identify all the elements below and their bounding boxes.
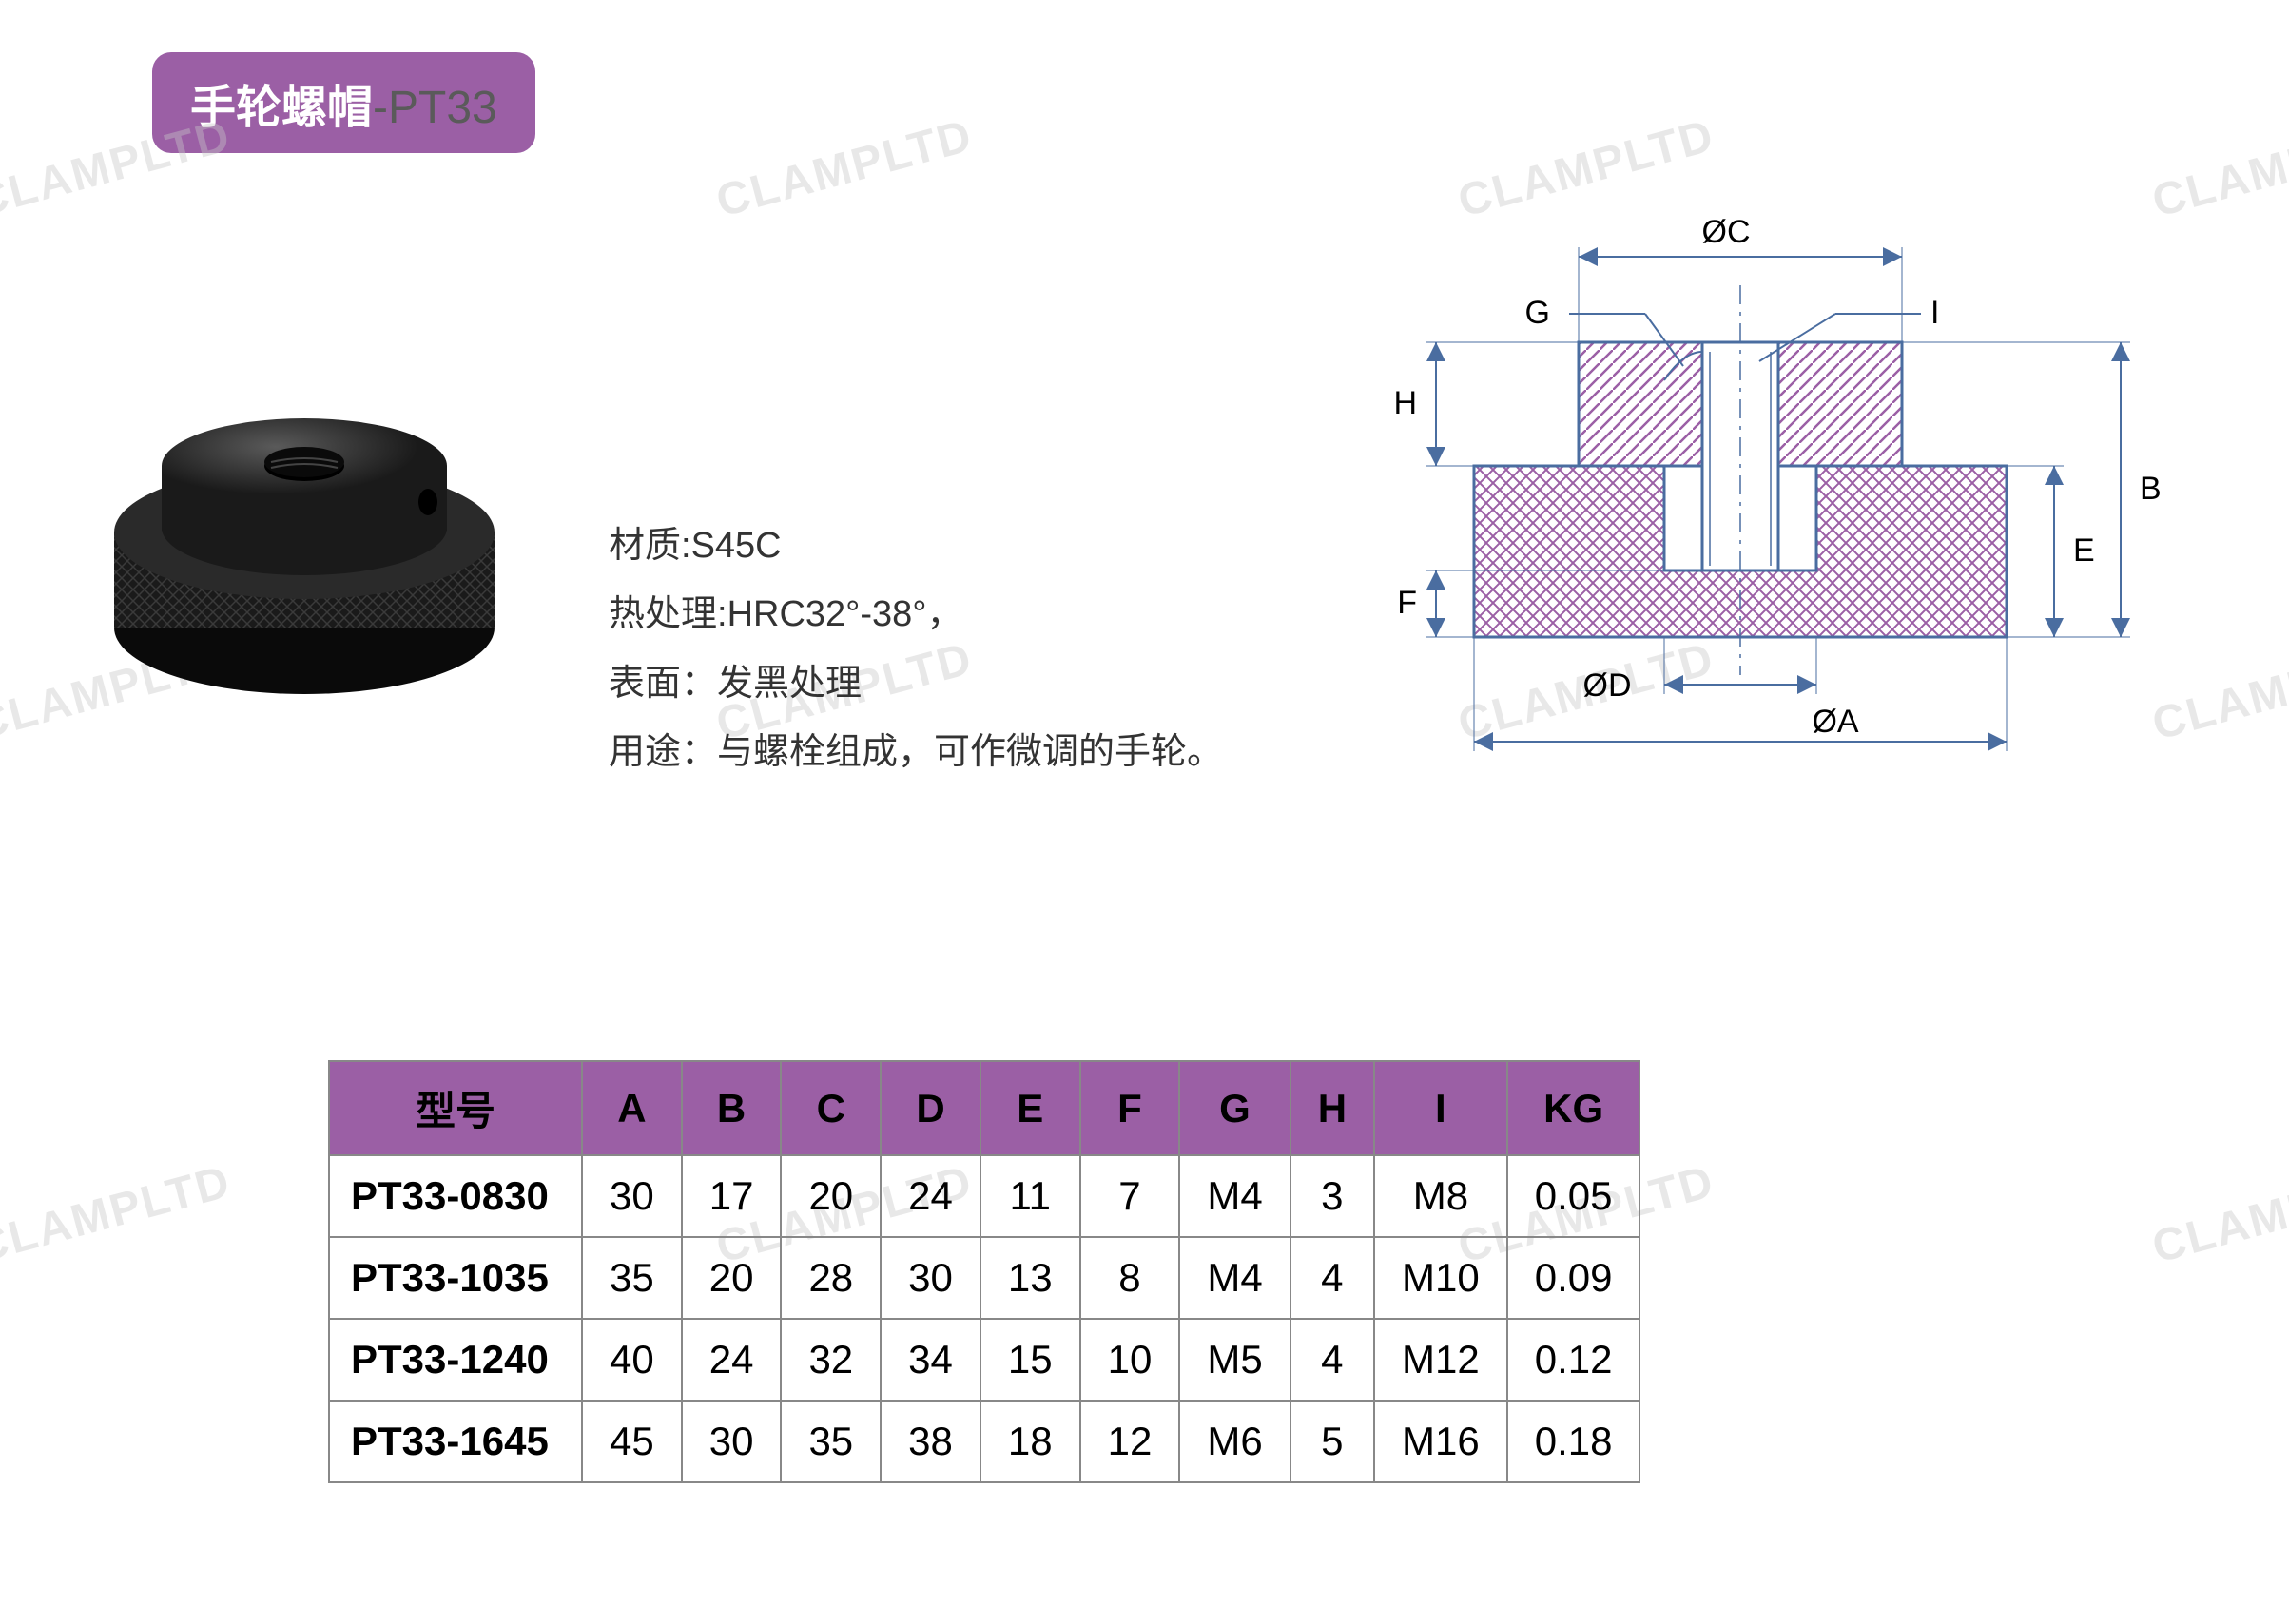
table-cell: 0.18 xyxy=(1507,1401,1640,1482)
spec-usage: 用途：与螺栓组成，可作微调的手轮。 xyxy=(609,720,1223,784)
dim-g: G xyxy=(1525,295,1550,331)
watermark-text: CLAMPLTD xyxy=(711,109,979,228)
heat-value: HRC32°-38°， xyxy=(727,594,963,634)
dim-d: ØD xyxy=(1583,667,1632,704)
table-cell: 34 xyxy=(881,1319,980,1401)
table-cell: 8 xyxy=(1080,1237,1180,1319)
table-cell: 0.09 xyxy=(1507,1237,1640,1319)
column-header: A xyxy=(582,1061,682,1155)
dim-i: I xyxy=(1930,295,1939,331)
dim-c: ØC xyxy=(1702,214,1751,250)
table-cell: 28 xyxy=(781,1237,881,1319)
table-cell: 30 xyxy=(682,1401,782,1482)
usage-label: 用途： xyxy=(609,732,717,772)
table-row: PT33-103535202830138M44M100.09 xyxy=(329,1237,1639,1319)
table-cell: 35 xyxy=(781,1401,881,1482)
table-cell: 40 xyxy=(582,1319,682,1401)
table-cell: M5 xyxy=(1179,1319,1290,1401)
column-header: E xyxy=(980,1061,1080,1155)
table-cell: 12 xyxy=(1080,1401,1180,1482)
table-cell: 4 xyxy=(1290,1237,1374,1319)
table-cell: 0.12 xyxy=(1507,1319,1640,1401)
table-cell: 20 xyxy=(682,1237,782,1319)
table-cell: 20 xyxy=(781,1155,881,1237)
spec-material: 材质:S45C xyxy=(609,513,1223,578)
table-cell: M8 xyxy=(1374,1155,1507,1237)
column-header: H xyxy=(1290,1061,1374,1155)
table-cell: PT33-0830 xyxy=(329,1155,582,1237)
table-cell: 3 xyxy=(1290,1155,1374,1237)
column-header: KG xyxy=(1507,1061,1640,1155)
spec-table: 型号ABCDEFGHIKG PT33-083030172024117M43M80… xyxy=(328,1060,1640,1483)
table-cell: 4 xyxy=(1290,1319,1374,1401)
technical-drawing: ØC G I H F B E ØD xyxy=(1360,190,2187,780)
watermark-text: CLAMPLTD xyxy=(0,1155,237,1274)
title-suffix: -PT33 xyxy=(373,83,497,133)
table-cell: 10 xyxy=(1080,1319,1180,1401)
heat-label: 热处理: xyxy=(609,594,727,634)
title-badge: 手轮螺帽-PT33 xyxy=(152,52,535,153)
spec-heat: 热处理:HRC32°-38°， xyxy=(609,582,1223,647)
usage-value: 与螺栓组成，可作微调的手轮。 xyxy=(717,732,1223,772)
table-cell: PT33-1035 xyxy=(329,1237,582,1319)
table-body: PT33-083030172024117M43M80.05PT33-103535… xyxy=(329,1155,1639,1482)
table-cell: M4 xyxy=(1179,1155,1290,1237)
specs-block: 材质:S45C 热处理:HRC32°-38°， 表面：发黑处理 用途：与螺栓组成… xyxy=(609,513,1223,789)
column-header: I xyxy=(1374,1061,1507,1155)
table-cell: 32 xyxy=(781,1319,881,1401)
surface-value: 发黑处理 xyxy=(717,664,862,704)
table-cell: M10 xyxy=(1374,1237,1507,1319)
table-cell: PT33-1240 xyxy=(329,1319,582,1401)
table-cell: 0.05 xyxy=(1507,1155,1640,1237)
dim-h: H xyxy=(1393,385,1417,421)
material-label: 材质: xyxy=(609,526,691,566)
table-cell: 15 xyxy=(980,1319,1080,1401)
column-header: D xyxy=(881,1061,980,1155)
table-cell: M6 xyxy=(1179,1401,1290,1482)
dim-e: E xyxy=(2073,532,2095,569)
table-cell: 24 xyxy=(881,1155,980,1237)
column-header: B xyxy=(682,1061,782,1155)
column-header: C xyxy=(781,1061,881,1155)
material-value: S45C xyxy=(691,526,782,566)
table-cell: 13 xyxy=(980,1237,1080,1319)
product-render xyxy=(76,361,533,723)
table-cell: 24 xyxy=(682,1319,782,1401)
table-cell: 7 xyxy=(1080,1155,1180,1237)
table-cell: 45 xyxy=(582,1401,682,1482)
table-header: 型号ABCDEFGHIKG xyxy=(329,1061,1639,1155)
table-row: PT33-1240402432341510M54M120.12 xyxy=(329,1319,1639,1401)
table-cell: M16 xyxy=(1374,1401,1507,1482)
table-cell: 35 xyxy=(582,1237,682,1319)
spec-surface: 表面：发黑处理 xyxy=(609,651,1223,716)
table-cell: M4 xyxy=(1179,1237,1290,1319)
column-header: F xyxy=(1080,1061,1180,1155)
table-row: PT33-1645453035381812M65M160.18 xyxy=(329,1401,1639,1482)
table-cell: 5 xyxy=(1290,1401,1374,1482)
column-header: G xyxy=(1179,1061,1290,1155)
column-header: 型号 xyxy=(329,1061,582,1155)
table-cell: PT33-1645 xyxy=(329,1401,582,1482)
surface-label: 表面： xyxy=(609,664,717,704)
table-cell: 38 xyxy=(881,1401,980,1482)
table-cell: 30 xyxy=(582,1155,682,1237)
title-main: 手轮螺帽 xyxy=(190,83,373,133)
table-row: PT33-083030172024117M43M80.05 xyxy=(329,1155,1639,1237)
table-cell: 30 xyxy=(881,1237,980,1319)
dim-b: B xyxy=(2140,471,2162,507)
table-cell: 18 xyxy=(980,1401,1080,1482)
table-cell: 17 xyxy=(682,1155,782,1237)
dim-f: F xyxy=(1397,585,1417,621)
table-cell: M12 xyxy=(1374,1319,1507,1401)
watermark-text: CLAMPLTD xyxy=(2147,1155,2289,1274)
table-cell: 11 xyxy=(980,1155,1080,1237)
dim-a: ØA xyxy=(1812,704,1858,740)
